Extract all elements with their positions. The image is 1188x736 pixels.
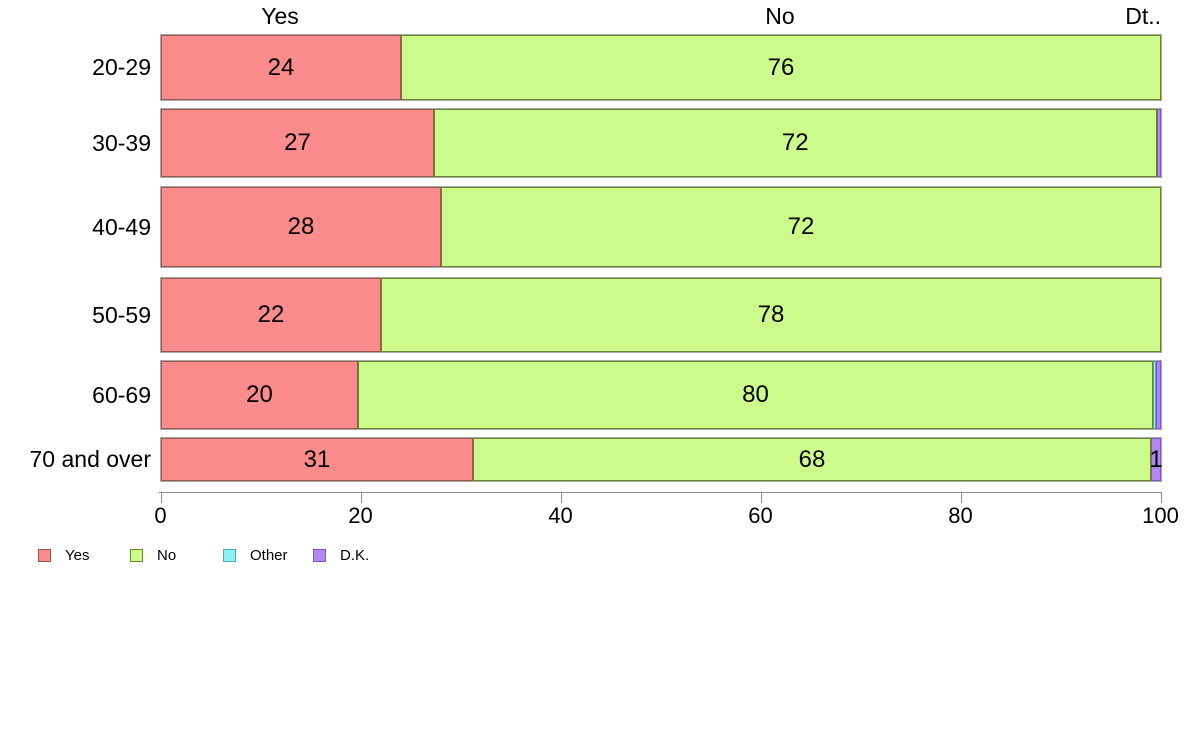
bar-segment-yes: 20 <box>161 361 358 429</box>
x-axis-tick-label: 20 <box>348 503 373 528</box>
column-header-no: No <box>765 3 795 29</box>
segment-value-label: 1 <box>1149 445 1163 473</box>
legend: Yes No Other D.K. <box>0 547 1188 567</box>
x-axis-tick-label: 40 <box>548 503 573 528</box>
x-axis-tick <box>960 492 962 503</box>
column-header-yes: Yes <box>261 3 299 29</box>
x-axis-tick <box>160 492 162 503</box>
bar-segment-yes: 24 <box>161 35 401 100</box>
stacked-bar: 20 80 <box>160 360 1162 430</box>
x-axis-tick <box>760 492 762 503</box>
stacked-bar: 22 78 <box>160 277 1162 353</box>
x-axis-line <box>159 492 1162 493</box>
bar-segment-other <box>1153 361 1157 429</box>
bar-row: 50-59 22 78 <box>0 277 1188 353</box>
x-axis-tick <box>360 492 362 503</box>
segment-value-label: 76 <box>767 53 795 81</box>
bar-segment-yes: 31 <box>161 438 473 481</box>
bar-segment-no: 72 <box>434 109 1157 177</box>
bar-segment-no: 68 <box>473 438 1151 481</box>
bar-segment-no: 76 <box>401 35 1161 100</box>
stacked-bar: 24 76 <box>160 34 1162 101</box>
segment-value-label: 72 <box>787 213 815 240</box>
legend-swatch-yes <box>38 549 51 562</box>
segment-value-label: 31 <box>303 445 331 473</box>
bar-segment-dk: 1 <box>1149 438 1163 481</box>
legend-label-dk: D.K. <box>340 547 370 564</box>
segment-value-label: 24 <box>267 53 295 81</box>
legend-swatch-other <box>223 549 236 562</box>
legend-swatch-no <box>130 549 143 562</box>
legend-label-other: Other <box>250 547 288 564</box>
column-header-other-dk-truncated: Dt.. <box>1125 3 1161 29</box>
bar-row: 20-29 24 76 <box>0 34 1188 101</box>
category-label: 50-59 <box>92 301 151 328</box>
category-label: 70 and over <box>29 446 151 472</box>
bar-row: 70 and over 31 68 1 <box>0 437 1188 482</box>
x-axis-tick <box>560 492 562 503</box>
legend-item-other: Other <box>223 547 288 564</box>
legend-item-no: No <box>130 547 176 564</box>
stacked-bar: 28 72 <box>160 186 1162 268</box>
segment-value-label: 28 <box>287 213 315 240</box>
bar-segment-dk <box>1156 109 1161 177</box>
bar-segment-yes: 28 <box>161 187 441 267</box>
bar-segment-yes: 27 <box>161 109 434 177</box>
x-axis-tick-label: 0 <box>154 503 167 528</box>
bar-segment-no: 72 <box>441 187 1161 267</box>
segment-value-label: 27 <box>284 129 311 156</box>
x-axis-tick-label: 80 <box>948 503 973 528</box>
legend-item-yes: Yes <box>38 547 89 564</box>
bar-row: 40-49 28 72 <box>0 186 1188 268</box>
bar-segment-no: 78 <box>381 278 1161 352</box>
legend-item-dk: D.K. <box>313 547 369 564</box>
bar-row: 30-39 27 72 <box>0 108 1188 178</box>
stacked-bar: 31 68 1 <box>160 437 1163 482</box>
segment-value-label: 22 <box>257 301 285 328</box>
bar-segment-no: 80 <box>358 361 1153 429</box>
category-label: 20-29 <box>92 54 151 80</box>
bar-row: 60-69 20 80 <box>0 360 1188 430</box>
x-axis-tick-label: 100 <box>1142 503 1179 528</box>
legend-label-yes: Yes <box>65 547 90 564</box>
segment-value-label: 78 <box>757 301 785 328</box>
bar-segment-yes: 22 <box>161 278 381 352</box>
stacked-bar: 27 72 <box>160 108 1162 178</box>
category-label: 30-39 <box>92 129 151 156</box>
category-label: 60-69 <box>92 381 151 408</box>
segment-value-label: 72 <box>781 129 809 156</box>
segment-value-label: 68 <box>798 445 826 473</box>
segment-value-label: 80 <box>742 381 769 408</box>
legend-swatch-dk <box>313 549 326 562</box>
x-axis-tick <box>1160 492 1162 503</box>
legend-label-no: No <box>157 547 177 564</box>
segment-value-label: 20 <box>246 381 273 408</box>
bar-segment-dk <box>1156 361 1161 429</box>
x-axis-tick-label: 60 <box>748 503 773 528</box>
category-label: 40-49 <box>92 213 151 240</box>
